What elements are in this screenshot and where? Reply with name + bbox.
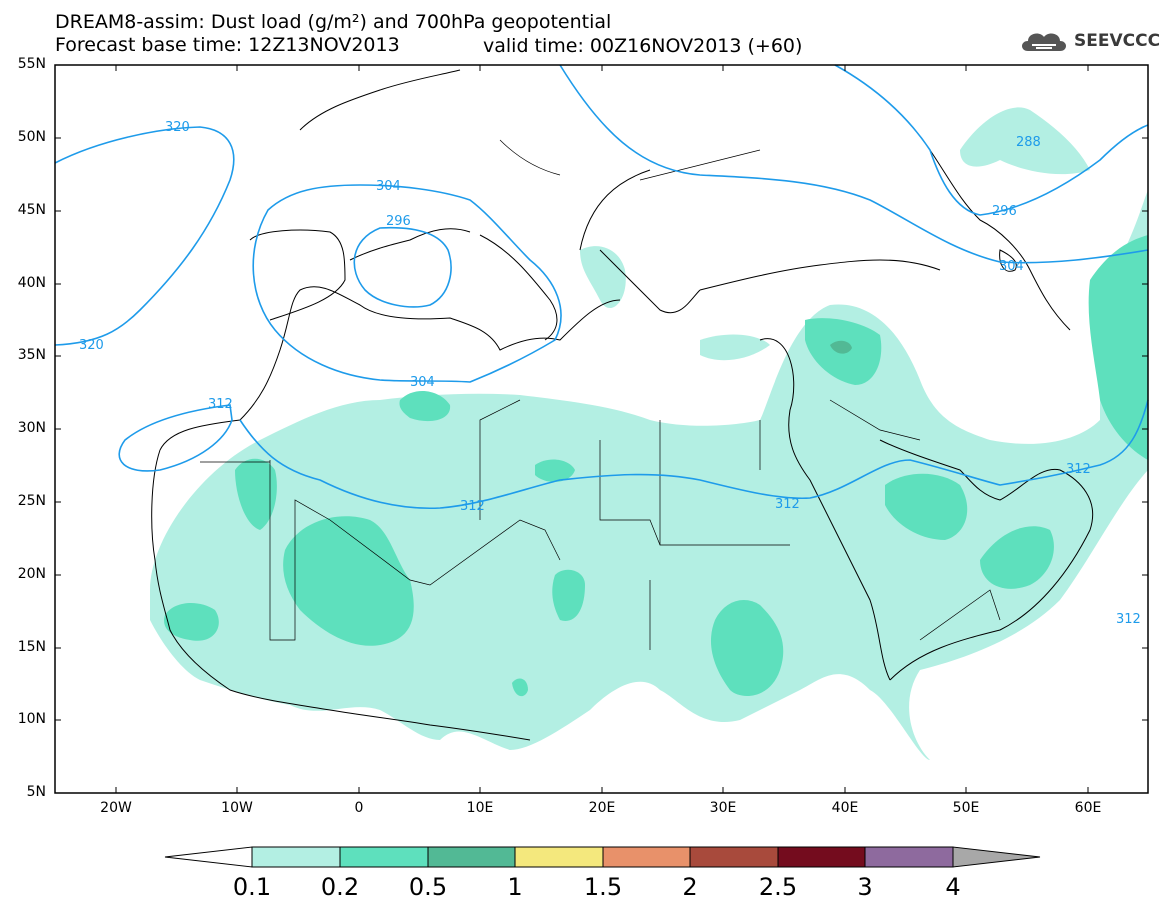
valid-time: valid time: 00Z16NOV2013 (+60) — [483, 35, 803, 57]
dust-field-high — [830, 340, 852, 354]
lat-label: 35N — [17, 347, 46, 363]
lon-label: 0 — [354, 800, 364, 816]
colorbar-label: 1 — [507, 873, 523, 901]
lat-label: 50N — [17, 129, 46, 145]
contour-label-304-south: 304 — [410, 375, 435, 390]
contour-label-320-west: 320 — [79, 338, 104, 353]
colorbar-label: 0.5 — [408, 873, 448, 901]
colorbar — [164, 846, 1041, 868]
lon-label: 20E — [588, 800, 616, 816]
cloud-icon — [1022, 33, 1066, 51]
colorbar-bin-6 — [689, 846, 779, 868]
logo-text: SEEVCCC — [1074, 31, 1161, 51]
lon-label: 20W — [100, 800, 132, 816]
map-title: DREAM8-assim: Dust load (g/m²) and 700hP… — [55, 11, 612, 33]
coastlines — [151, 69, 1094, 741]
lat-label: 10N — [17, 711, 46, 727]
dust-field-mid — [164, 235, 1148, 697]
colorbar-bin-8 — [864, 846, 954, 868]
contour-label-312-east: 312 — [1116, 612, 1141, 627]
lon-label: 60E — [1074, 800, 1102, 816]
colorbar-bin-3 — [427, 846, 516, 868]
colorbar-bin-4 — [514, 846, 604, 868]
colorbar-label: 1.5 — [583, 873, 623, 901]
colorbar-bin-7 — [777, 846, 866, 868]
contour-label-304-north: 304 — [376, 179, 401, 194]
contour-label-312-egypt: 312 — [775, 497, 800, 512]
colorbar-label: 0.2 — [320, 873, 360, 901]
colorbar-bin-5 — [602, 846, 691, 868]
lon-label: 10W — [221, 800, 253, 816]
contour-label-312-canary: 312 — [208, 397, 233, 412]
tick-marks — [55, 65, 1148, 793]
lat-label: 5N — [26, 784, 46, 800]
colorbar-label: 2 — [682, 873, 698, 901]
forecast-base-time: Forecast base time: 12Z13NOV2013 — [55, 34, 400, 56]
colorbar-bin-2 — [339, 846, 429, 868]
seevccc-logo: SEEVCCC — [1018, 27, 1160, 55]
lat-label: 45N — [17, 202, 46, 218]
contour-label-312-gulf: 312 — [1066, 462, 1091, 477]
contour-label-296-caspian: 296 — [992, 204, 1017, 219]
lat-label: 20N — [17, 566, 46, 582]
contour-label-288: 288 — [1016, 135, 1041, 150]
lat-label: 30N — [17, 420, 46, 436]
lat-label: 15N — [17, 639, 46, 655]
colorbar-label: 2.5 — [758, 873, 798, 901]
colorbar-under — [164, 846, 253, 868]
lon-label: 40E — [831, 800, 859, 816]
lon-label: 30E — [709, 800, 737, 816]
contour-label-304-caspian: 304 — [999, 259, 1024, 274]
lat-label: 55N — [17, 56, 46, 72]
colorbar-label: 0.1 — [232, 873, 272, 901]
lon-label: 10E — [466, 800, 494, 816]
colorbar-label: 3 — [857, 873, 873, 901]
lat-label: 40N — [17, 275, 46, 291]
contour-label-320-north: 320 — [165, 120, 190, 135]
contour-labels: 320 320 304 296 304 312 312 312 288 296 … — [79, 120, 1141, 627]
colorbar-bin-1 — [251, 846, 341, 868]
country-borders — [200, 139, 1001, 650]
lat-label: 25N — [17, 493, 46, 509]
colorbar-label: 4 — [945, 873, 961, 901]
geopotential-contours — [54, 64, 1149, 510]
contour-label-312-sahara: 312 — [460, 499, 485, 514]
contour-label-296: 296 — [386, 214, 411, 229]
lon-label: 50E — [952, 800, 980, 816]
colorbar-over — [952, 846, 1041, 868]
